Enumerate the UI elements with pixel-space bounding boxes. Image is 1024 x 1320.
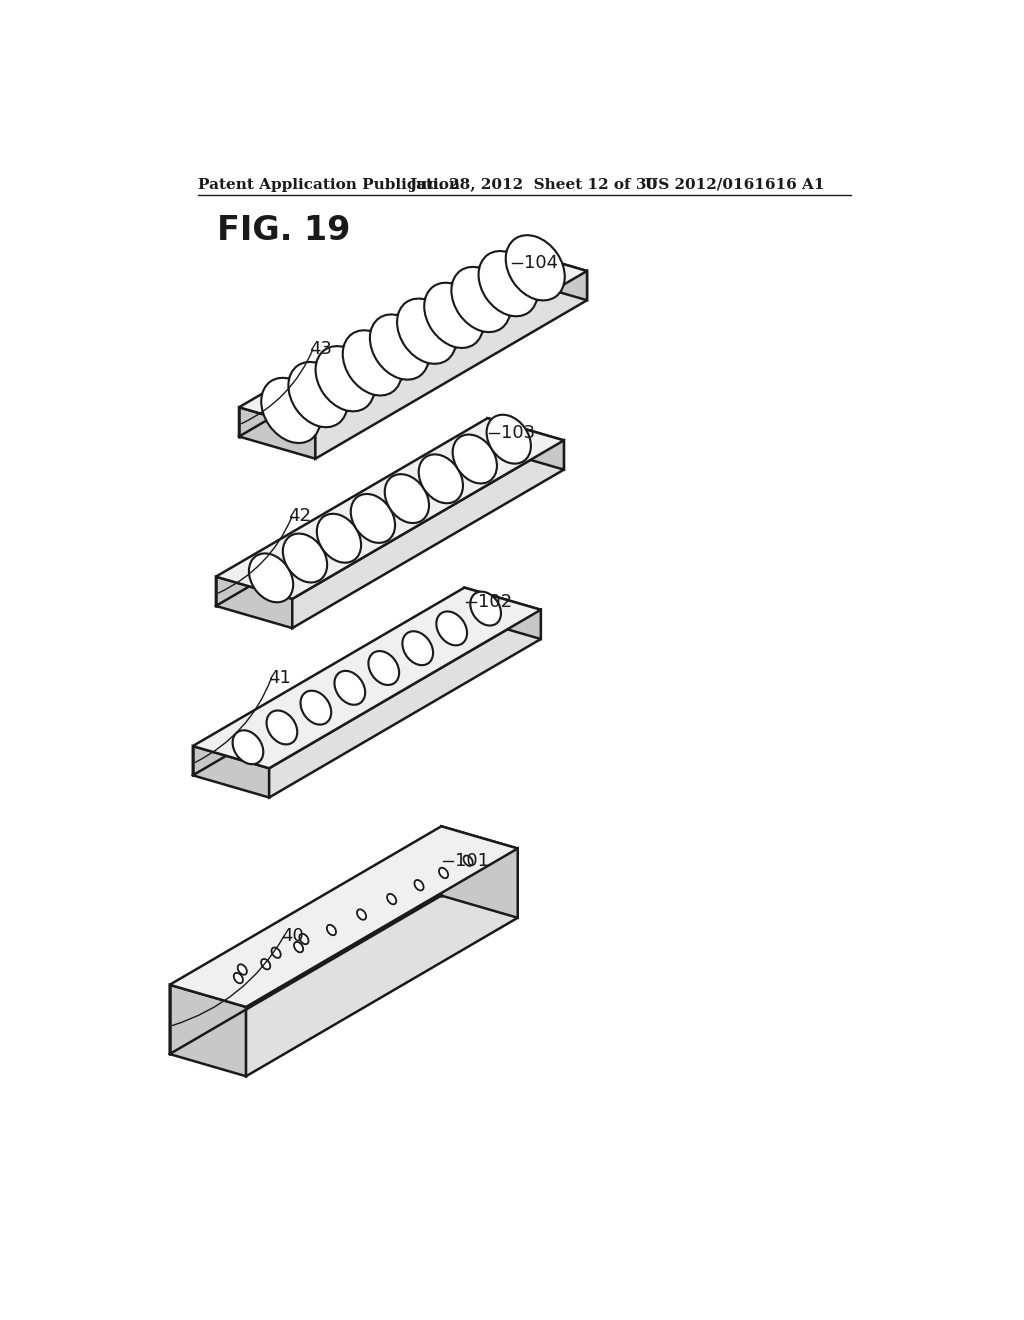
Ellipse shape xyxy=(464,855,473,866)
Ellipse shape xyxy=(283,533,327,582)
Polygon shape xyxy=(465,587,541,639)
Ellipse shape xyxy=(486,414,530,463)
Ellipse shape xyxy=(299,933,308,944)
Ellipse shape xyxy=(271,948,281,958)
Text: US 2012/0161616 A1: US 2012/0161616 A1 xyxy=(645,178,824,191)
Ellipse shape xyxy=(289,362,347,428)
Ellipse shape xyxy=(327,925,336,936)
Polygon shape xyxy=(239,248,587,429)
Polygon shape xyxy=(511,248,587,300)
Polygon shape xyxy=(193,587,541,768)
Text: 42: 42 xyxy=(289,507,311,525)
Polygon shape xyxy=(246,849,518,1076)
Text: 102: 102 xyxy=(478,593,512,611)
Ellipse shape xyxy=(233,973,243,983)
Ellipse shape xyxy=(261,378,321,444)
Ellipse shape xyxy=(439,867,449,878)
Polygon shape xyxy=(216,418,564,599)
Ellipse shape xyxy=(387,894,396,904)
Ellipse shape xyxy=(370,314,429,380)
Ellipse shape xyxy=(397,298,456,364)
Polygon shape xyxy=(315,271,587,459)
Ellipse shape xyxy=(316,513,361,562)
Text: 103: 103 xyxy=(502,424,536,442)
Polygon shape xyxy=(292,441,564,628)
Polygon shape xyxy=(269,610,541,797)
Ellipse shape xyxy=(452,267,510,333)
Ellipse shape xyxy=(315,346,375,412)
Polygon shape xyxy=(239,408,315,459)
Polygon shape xyxy=(216,577,292,628)
Polygon shape xyxy=(193,746,269,797)
Text: 104: 104 xyxy=(524,255,559,272)
Ellipse shape xyxy=(357,909,367,920)
Ellipse shape xyxy=(402,631,433,665)
Text: 43: 43 xyxy=(309,341,332,358)
Ellipse shape xyxy=(385,474,429,523)
Ellipse shape xyxy=(419,454,463,503)
Ellipse shape xyxy=(343,330,401,396)
Ellipse shape xyxy=(335,671,366,705)
Ellipse shape xyxy=(238,965,247,974)
Text: Patent Application Publication: Patent Application Publication xyxy=(199,178,461,191)
Ellipse shape xyxy=(369,651,399,685)
Ellipse shape xyxy=(300,690,331,725)
Polygon shape xyxy=(170,826,518,1007)
Ellipse shape xyxy=(351,494,395,543)
Polygon shape xyxy=(441,826,518,917)
Ellipse shape xyxy=(261,960,270,969)
Text: 101: 101 xyxy=(456,851,489,870)
Ellipse shape xyxy=(249,553,293,602)
Ellipse shape xyxy=(506,235,565,301)
Text: FIG. 19: FIG. 19 xyxy=(217,214,350,247)
Polygon shape xyxy=(487,418,564,470)
Ellipse shape xyxy=(266,710,297,744)
Ellipse shape xyxy=(415,880,424,891)
Ellipse shape xyxy=(453,434,497,483)
Ellipse shape xyxy=(436,611,467,645)
Text: 41: 41 xyxy=(267,669,291,688)
Ellipse shape xyxy=(294,942,303,952)
Ellipse shape xyxy=(478,251,538,317)
Polygon shape xyxy=(170,985,246,1076)
Ellipse shape xyxy=(470,591,501,626)
Text: 40: 40 xyxy=(281,927,303,945)
Ellipse shape xyxy=(424,282,483,348)
Text: Jun. 28, 2012  Sheet 12 of 30: Jun. 28, 2012 Sheet 12 of 30 xyxy=(410,178,657,191)
Ellipse shape xyxy=(232,730,263,764)
